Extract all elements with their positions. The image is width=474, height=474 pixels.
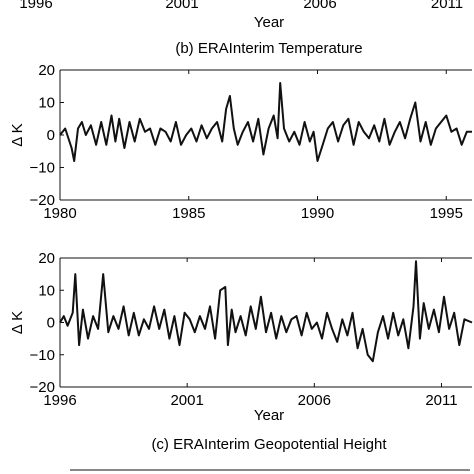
x-tick-label: 1990 [301, 205, 334, 222]
series-line [59, 260, 473, 363]
x-tick-label: 1980 [43, 205, 76, 222]
y-tick-label: −20 [30, 379, 55, 396]
y-tick-label: −10 [30, 160, 55, 177]
y-tick-label: 20 [38, 62, 55, 79]
x-tick-label: 1985 [172, 205, 205, 222]
top-x-axis-label: Year [254, 14, 284, 31]
x-tick-label: 2011 [425, 392, 457, 409]
x-tick-label: 2001 [170, 392, 203, 409]
panel-b-plot: −20 −10 0 10 20 1980 1985 1990 1995 Δ K [9, 62, 472, 222]
x-tick-label: 1996 [43, 392, 76, 409]
panel-c-plot: −20 −10 0 10 20 1996 2001 2006 2011 Δ K Year [9, 250, 473, 424]
x-axis-label: Year [254, 407, 284, 424]
y-tick-label: −10 [30, 347, 55, 364]
panel-c-title: (c) ERAInterim Geopotential Height [151, 436, 387, 453]
y-tick-label: 0 [47, 315, 55, 332]
x-tick-label: 2006 [298, 392, 331, 409]
y-axis-label: Δ K [9, 311, 26, 334]
y-tick-label: 0 [47, 127, 55, 144]
x-tick-label: 1995 [430, 205, 463, 222]
top-tick-label: 1996 [19, 0, 52, 12]
series-line [59, 82, 472, 162]
panel-b-title: (b) ERAInterim Temperature [175, 40, 362, 57]
y-tick-label: 20 [38, 250, 55, 267]
y-tick-label: 10 [38, 95, 55, 112]
top-tick-label: 2001 [165, 0, 198, 12]
y-axis-label: Δ K [9, 123, 26, 146]
top-tick-label: 2011 [431, 0, 463, 12]
y-tick-label: 10 [38, 282, 55, 299]
y-tick-label: −20 [30, 192, 55, 209]
top-fragment: 1996 2001 2006 2011 Year [19, 0, 463, 31]
top-tick-label: 2006 [303, 0, 336, 12]
